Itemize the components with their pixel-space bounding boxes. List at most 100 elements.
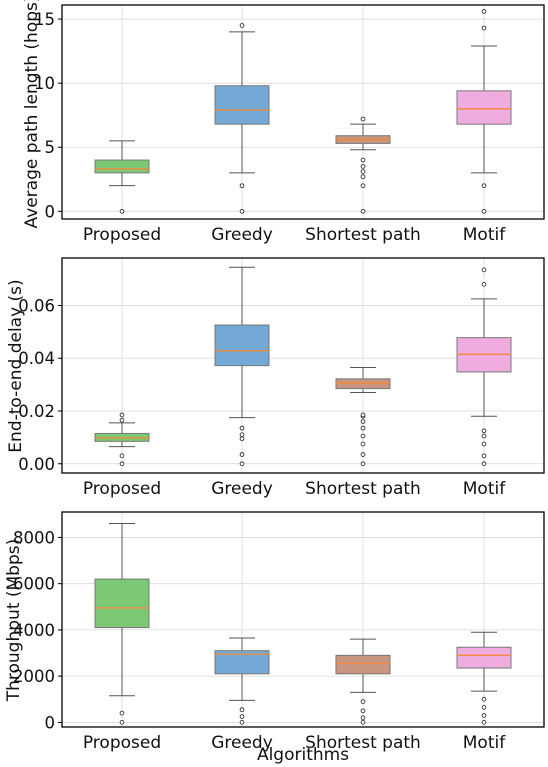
path-length-category-label: Proposed: [83, 225, 161, 245]
throughput-ytick-label: 6000: [13, 575, 55, 594]
throughput-box-2: [335, 638, 391, 725]
path-length-box-2: [335, 116, 391, 214]
delay-ytick-label: 0.00: [18, 455, 55, 474]
iqr-box: [335, 654, 391, 675]
iqr-box: [94, 578, 150, 629]
throughput-category-label: Motif: [463, 733, 506, 753]
delay-ytick-label: 0.04: [18, 349, 55, 368]
outlier-point: [481, 208, 487, 214]
outlier-point: [360, 169, 366, 174]
path-length-box-1: [214, 23, 270, 214]
iqr-box: [214, 650, 270, 675]
throughput-panel: Throughput (Mbps) Algorithms 0 2000 4000 60…: [4, 511, 545, 765]
outlier-point: [481, 441, 487, 447]
outlier-point: [239, 714, 245, 719]
outlier-point: [119, 208, 125, 214]
iqr-box: [214, 85, 270, 125]
outlier-point: [360, 164, 366, 169]
delay-category-label: Shortest path: [305, 479, 421, 499]
outlier-point: [481, 453, 487, 459]
path-length-box-3: [456, 9, 512, 214]
throughput-box-1: [214, 637, 270, 725]
path-length-box-0: [94, 140, 150, 214]
outlier-point: [360, 441, 366, 447]
outlier-point: [481, 9, 487, 14]
outlier-point: [239, 183, 245, 189]
outlier-point: [360, 715, 366, 721]
delay-box-2: [335, 366, 391, 467]
throughput-ytick-label: 0: [45, 713, 56, 732]
outlier-point: [239, 707, 245, 713]
throughput-box-3: [456, 631, 512, 725]
outlier-point: [239, 720, 245, 725]
outlier-point: [119, 720, 125, 725]
delay-ylabel: End-to-end delay (s): [6, 279, 26, 452]
throughput-xlabel: Algorithms: [257, 745, 349, 765]
outlier-point: [239, 425, 245, 431]
outlier-point: [360, 419, 366, 424]
outlier-point: [360, 157, 366, 163]
path-length-category-label: Greedy: [211, 225, 273, 245]
path-length-ytick-label: 10: [34, 74, 55, 93]
outlier-point: [119, 417, 125, 423]
path-length-axes-frame: [61, 4, 545, 220]
outlier-point: [481, 183, 487, 189]
outlier-point: [119, 453, 125, 459]
throughput-box-0: [94, 523, 150, 725]
outlier-point: [481, 696, 487, 702]
outlier-point: [239, 208, 245, 214]
path-length-panel: Average path length (hops) 0 5 10 15 Propose…: [22, 0, 545, 245]
throughput-category-label: Shortest path: [305, 733, 421, 753]
outlier-point: [360, 174, 366, 180]
delay-box-1: [214, 266, 270, 467]
path-length-ytick-label: 0: [45, 202, 56, 221]
path-length-ytick-label: 15: [34, 10, 55, 29]
throughput-category-label: Greedy: [211, 733, 273, 753]
outlier-point: [239, 461, 245, 467]
outlier-point: [360, 208, 366, 214]
delay-box-3: [456, 267, 512, 467]
throughput-ytick-label: 8000: [13, 528, 55, 547]
iqr-box: [214, 324, 270, 367]
delay-box-0: [94, 412, 150, 467]
delay-ytick-label: 0.02: [18, 402, 55, 421]
throughput-ytick-label: 4000: [13, 621, 55, 640]
iqr-box: [456, 90, 512, 125]
outlier-point: [360, 452, 366, 457]
delay-category-label: Proposed: [83, 479, 161, 499]
outlier-point: [360, 720, 366, 725]
outlier-point: [481, 282, 487, 287]
delay-panel: End-to-end delay (s) 0.00 0.02 0.04 0.06 Pro…: [6, 257, 545, 499]
outlier-point: [239, 436, 245, 442]
outlier-point: [239, 23, 245, 28]
outlier-point: [481, 713, 487, 718]
delay-axes-frame: [61, 257, 545, 474]
throughput-category-label: Proposed: [83, 733, 161, 753]
path-length-ytick-label: 5: [45, 138, 56, 157]
outlier-point: [360, 699, 366, 704]
outlier-point: [360, 183, 366, 189]
path-length-category-label: Shortest path: [305, 225, 421, 245]
outlier-point: [481, 433, 487, 439]
outlier-point: [481, 25, 487, 31]
iqr-box: [456, 646, 512, 669]
delay-category-label: Greedy: [211, 479, 273, 499]
throughput-axes-frame: [61, 511, 545, 728]
throughput-ytick-label: 2000: [13, 667, 55, 686]
outlier-point: [360, 708, 366, 714]
outlier-point: [481, 704, 487, 710]
path-length-category-label: Motif: [463, 225, 506, 245]
outlier-point: [481, 428, 487, 434]
delay-category-label: Motif: [463, 479, 506, 499]
outlier-point: [360, 425, 366, 431]
throughput-ylabel: Throughput (Mbps): [4, 539, 24, 703]
outlier-point: [360, 412, 366, 418]
path-length-ylabel: Average path length (hops): [22, 0, 42, 228]
outlier-point: [481, 267, 487, 273]
outlier-point: [360, 433, 366, 439]
outlier-point: [119, 412, 125, 418]
outlier-point: [239, 432, 245, 438]
outlier-point: [360, 116, 366, 122]
outlier-point: [119, 461, 125, 467]
